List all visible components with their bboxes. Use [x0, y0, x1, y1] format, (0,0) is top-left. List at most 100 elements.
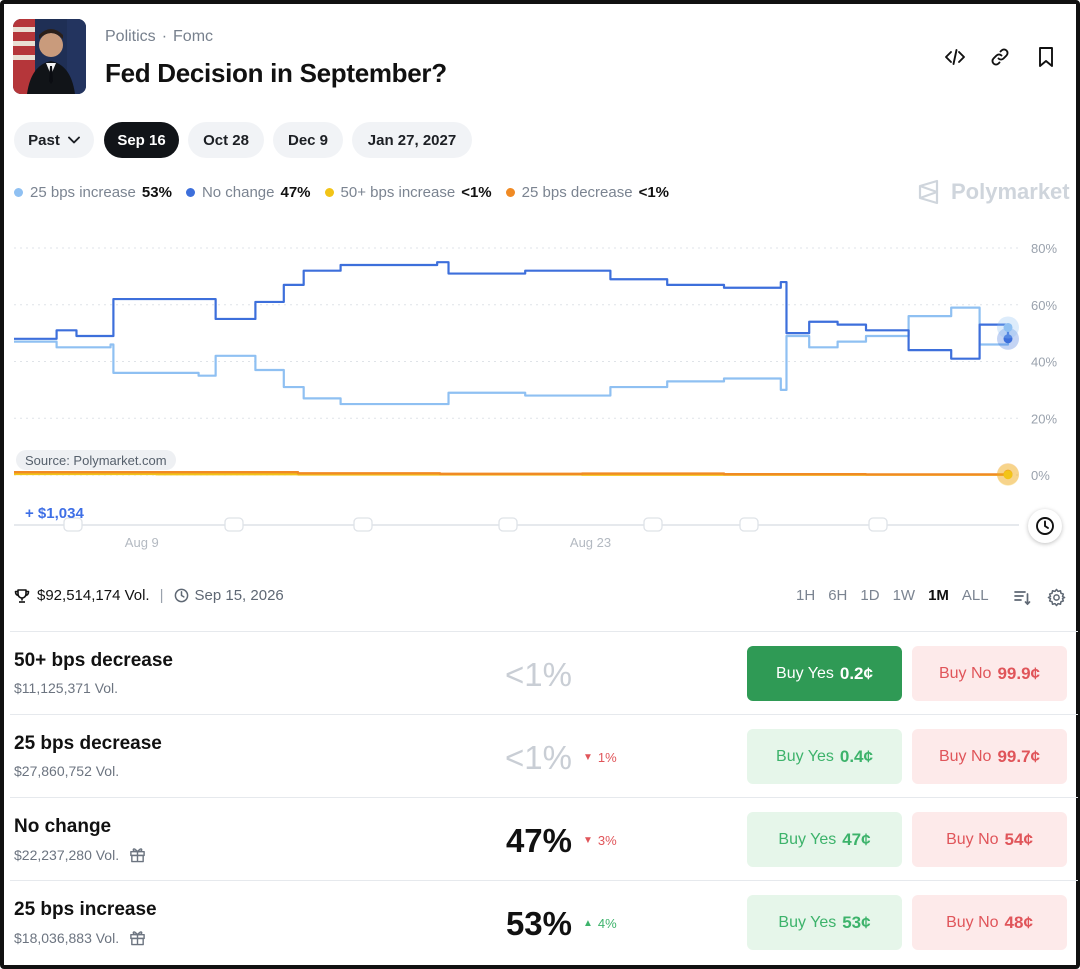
buy-yes-button[interactable]: Buy Yes 0.2¢ — [747, 646, 902, 701]
buy-no-price: 99.7¢ — [997, 746, 1040, 766]
chart-legend: 25 bps increase 53% No change 47% 50+ bps … — [14, 184, 683, 201]
range-1w[interactable]: 1W — [892, 587, 916, 604]
outcome-row-25bps-increase[interactable]: 25 bps increase $18,036,883 Vol. 53% ▲ 4%… — [10, 880, 1078, 963]
triangle-up-icon: ▲ — [583, 918, 593, 929]
legend-item: 25 bps decrease <1% — [505, 184, 670, 201]
y-tick-label: 60% — [1031, 298, 1057, 313]
legend-label: 25 bps increase — [30, 184, 136, 201]
y-tick-label: 80% — [1031, 241, 1057, 256]
volume-text: $27,860,752 Vol. — [14, 763, 120, 779]
clock-icon — [1036, 517, 1054, 535]
volume-text: $11,125,371 Vol. — [14, 680, 119, 696]
buy-no-button[interactable]: Buy No 99.7¢ — [912, 729, 1067, 784]
tab-label: Dec 9 — [287, 131, 329, 149]
legend-item: 25 bps increase 53% — [14, 184, 172, 201]
tab-sep-16[interactable]: Sep 16 — [104, 122, 179, 158]
tab-jan-27-2027[interactable]: Jan 27, 2027 — [352, 122, 472, 158]
legend-item: 50+ bps increase <1% — [324, 184, 492, 201]
source-badge: Source: Polymarket.com — [16, 450, 176, 470]
buy-yes-button[interactable]: Buy Yes 53¢ — [747, 895, 902, 950]
axis-scrub-handle — [63, 517, 83, 532]
buy-yes-button[interactable]: Buy Yes 0.4¢ — [747, 729, 902, 784]
tab-dec-9[interactable]: Dec 9 — [273, 122, 343, 158]
change-value: 1% — [597, 750, 617, 765]
axis-scrub-handle — [224, 517, 244, 532]
triangle-down-icon: ▼ — [583, 835, 593, 846]
series-end-point — [1003, 322, 1013, 332]
outcome-row-50bps-decrease[interactable]: 50+ bps decrease $11,125,371 Vol. <1% Bu… — [10, 631, 1078, 714]
buy-yes-price: 53¢ — [842, 912, 871, 932]
probability-change: ▼ 3% — [583, 833, 617, 848]
polymarket-watermark: Polymarket — [917, 179, 1070, 205]
market-stats: $92,514,174 Vol. | Sep 15, 2026 — [14, 587, 284, 604]
axis-scrub-handle — [643, 517, 663, 532]
tab-oct-28[interactable]: Oct 28 — [188, 122, 264, 158]
tab-label: Oct 28 — [203, 131, 249, 149]
legend-percent: <1% — [461, 184, 492, 201]
range-1m[interactable]: 1M — [928, 587, 949, 604]
volume-text: $22,237,280 Vol. — [14, 846, 120, 863]
outcome-name: 50+ bps decrease — [14, 650, 173, 671]
sort-icon[interactable] — [1011, 586, 1033, 608]
legend-percent: <1% — [638, 184, 670, 201]
legend-dot — [505, 188, 515, 197]
breadcrumb-subcategory[interactable]: Fomc — [173, 28, 214, 45]
legend-dot — [14, 188, 23, 197]
bookmark-icon[interactable] — [1033, 44, 1059, 70]
outcome-row-no-change[interactable]: No change $22,237,280 Vol. 47% ▼ 3% Buy Y… — [10, 797, 1078, 880]
settings-gear-icon[interactable] — [1045, 586, 1067, 608]
outcome-volume: $11,125,371 Vol. — [14, 680, 118, 696]
buy-no-label: Buy No — [938, 747, 992, 765]
price-chart[interactable]: 80% 60% 40% 20% 0% Aug 9 Aug 23 — [4, 229, 1076, 559]
time-range-selector: 1H 6H 1D 1W 1M ALL — [796, 587, 1002, 604]
breadcrumb: Politics · Fomc — [105, 28, 213, 46]
series-line — [14, 306, 1010, 406]
market-thumbnail — [13, 19, 86, 94]
x-tick-label: Aug 9 — [125, 535, 159, 550]
outcome-row-25bps-decrease[interactable]: 25 bps decrease $27,860,752 Vol. <1% ▼ 1%… — [10, 714, 1078, 797]
tab-past[interactable]: Past — [14, 122, 94, 158]
axis-scrub-handle — [739, 517, 759, 532]
legend-dot — [185, 188, 195, 197]
chevron-down-icon — [67, 136, 80, 144]
outcome-volume: $18,036,883 Vol. — [14, 929, 146, 946]
buy-yes-button[interactable]: Buy Yes 47¢ — [747, 812, 902, 867]
series-end-point — [1003, 334, 1013, 344]
series-line — [14, 261, 1010, 360]
embed-icon[interactable] — [942, 44, 968, 70]
gift-icon[interactable] — [129, 846, 146, 863]
axis-scrub-handle — [868, 517, 888, 532]
series-end-point — [1003, 470, 1013, 480]
buy-no-button[interactable]: Buy No 48¢ — [912, 895, 1067, 950]
end-date: Sep 15, 2026 — [194, 587, 284, 604]
outcome-probability: <1% — [505, 739, 572, 776]
buy-no-price: 99.9¢ — [997, 663, 1040, 683]
buy-no-button[interactable]: Buy No 99.9¢ — [912, 646, 1067, 701]
range-6h[interactable]: 6H — [828, 587, 848, 604]
breadcrumb-separator: · — [161, 28, 168, 45]
buy-no-label: Buy No — [946, 830, 999, 848]
gift-icon[interactable] — [129, 929, 146, 946]
history-button[interactable] — [1028, 509, 1062, 543]
buy-no-button[interactable]: Buy No 54¢ — [912, 812, 1067, 867]
triangle-down-icon: ▼ — [583, 752, 593, 763]
axis-scrub-handle — [498, 517, 518, 532]
y-tick-label: 0% — [1031, 468, 1050, 483]
breadcrumb-category[interactable]: Politics — [105, 28, 156, 45]
x-tick-label: Aug 23 — [570, 535, 611, 550]
buy-yes-price: 0.2¢ — [839, 663, 873, 683]
total-volume: $92,514,174 Vol. — [37, 587, 150, 604]
outcome-probability: <1% — [505, 656, 572, 693]
buy-no-price: 48¢ — [1004, 912, 1033, 932]
link-icon[interactable] — [987, 44, 1013, 70]
legend-label: 25 bps decrease — [521, 184, 633, 201]
range-all[interactable]: ALL — [961, 587, 989, 604]
range-1h[interactable]: 1H — [796, 587, 816, 604]
buy-yes-label: Buy Yes — [778, 830, 837, 848]
tab-label: Past — [28, 131, 60, 149]
outcome-name: 25 bps decrease — [14, 733, 162, 754]
change-value: 4% — [597, 916, 617, 931]
range-1d[interactable]: 1D — [860, 587, 880, 604]
volume-text: $18,036,883 Vol. — [14, 929, 120, 946]
